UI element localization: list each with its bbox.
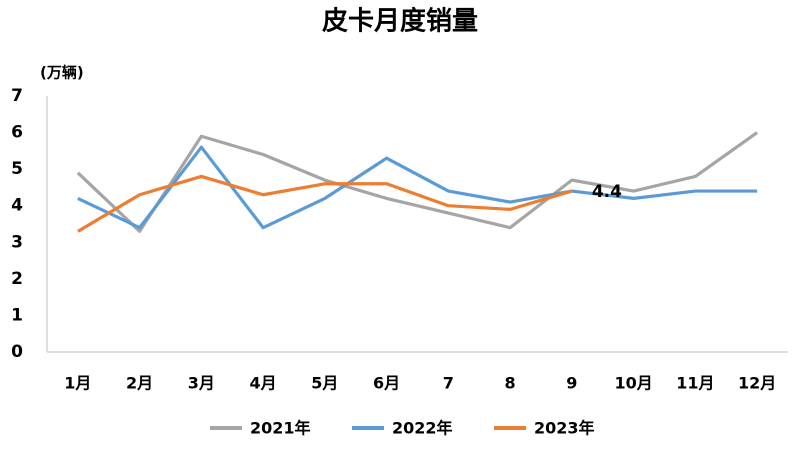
y-tick-label: 5 [11, 159, 23, 179]
x-tick-label: 7 [443, 374, 454, 393]
y-tick-label: 6 [11, 123, 23, 143]
data-label: 4.4 [592, 182, 622, 202]
x-tick-label: 10月 [614, 374, 652, 393]
series-line [76, 131, 759, 233]
y-tick-label: 2 [11, 269, 23, 289]
x-tick-label: 8 [505, 374, 516, 393]
legend-label: 2022年 [392, 419, 453, 438]
x-tick-label: 2月 [126, 374, 153, 393]
legend-label: 2023年 [534, 419, 595, 438]
x-tick-label: 6月 [373, 374, 400, 393]
x-tick-label: 4月 [250, 374, 277, 393]
y-tick-label: 7 [11, 86, 23, 106]
x-tick-label: 5月 [311, 374, 338, 393]
y-tick-label: 4 [11, 196, 23, 216]
series-line [77, 174, 573, 233]
series-line [77, 145, 758, 230]
x-tick-label: 12月 [738, 374, 776, 393]
y-tick-label: 0 [11, 342, 23, 362]
legend-label: 2021年 [250, 419, 311, 438]
y-tick-label: 3 [11, 232, 23, 252]
x-tick-label: 11月 [676, 374, 714, 393]
y-tick-label: 1 [11, 305, 23, 325]
x-tick-label: 9 [566, 374, 577, 393]
chart-title: 皮卡月度销量 [322, 6, 478, 37]
x-tick-label: 3月 [188, 374, 215, 393]
y-axis-label: (万辆) [40, 64, 84, 82]
x-tick-label: 1月 [64, 374, 91, 393]
